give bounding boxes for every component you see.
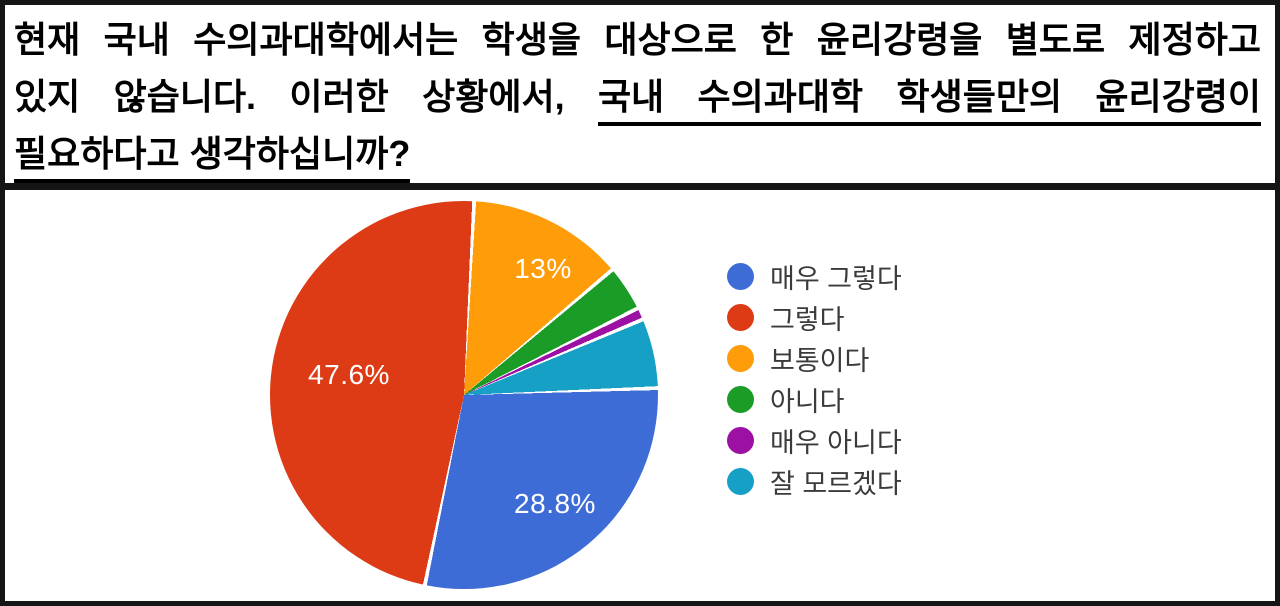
- question-line-1: 현재 국내 수의과대학에서는 학생을 대상으로 한 윤리강령을 별도로 제정하고: [14, 11, 1261, 68]
- legend-swatch-icon: [727, 263, 754, 290]
- legend-item-아니다: 아니다: [727, 379, 902, 420]
- pie-chart-panel: 47.6% 13% 28.8% 매우 그렇다 그렇다 보통이다 아니다: [5, 190, 1275, 601]
- question-text-block: 현재 국내 수의과대학에서는 학생을 대상으로 한 윤리강령을 별도로 제정하고…: [5, 5, 1275, 183]
- legend-label: 잘 모르겠다: [770, 469, 902, 499]
- question-line-2: 있지 않습니다. 이러한 상황에서, 국내 수의과대학 학생들만의 윤리강령이: [14, 68, 1262, 126]
- legend-swatch-icon: [727, 427, 754, 454]
- legend-swatch-icon: [727, 304, 754, 331]
- legend-label: 그렇다: [770, 305, 845, 335]
- question-line-1-text: 현재 국내 수의과대학에서는 학생을 대상으로 한 윤리강령을 별도로 제정하고: [14, 19, 1261, 60]
- legend-label: 아니다: [770, 387, 845, 417]
- chart-legend: 매우 그렇다 그렇다 보통이다 아니다 매우 아니다 잘 모르겠다: [727, 256, 902, 502]
- question-line-2-underlined-text: 국내 수의과대학 학생들만의 윤리강령이: [597, 76, 1262, 126]
- question-line-3-underlined-text: 필요하다고 생각하십니까?: [14, 133, 411, 183]
- legend-label: 매우 아니다: [770, 428, 902, 458]
- legend-label: 매우 그렇다: [770, 264, 902, 294]
- pie-chart: 47.6% 13% 28.8%: [270, 201, 658, 589]
- legend-swatch-icon: [727, 468, 754, 495]
- legend-swatch-icon: [727, 345, 754, 372]
- legend-item-매우아니다: 매우 아니다: [727, 420, 902, 461]
- pie-slice-label-보통이다: 13%: [514, 253, 572, 284]
- legend-item-매우그렇다: 매우 그렇다: [727, 256, 902, 297]
- legend-item-잘모르겠다: 잘 모르겠다: [727, 461, 902, 502]
- pie-slice-label-매우그렇다: 28.8%: [514, 488, 596, 519]
- question-line-2-normal-text: 있지 않습니다. 이러한 상황에서,: [14, 76, 598, 117]
- legend-swatch-icon: [727, 386, 754, 413]
- legend-item-보통이다: 보통이다: [727, 338, 902, 379]
- legend-item-그렇다: 그렇다: [727, 297, 902, 338]
- pie-slice-label-그렇다: 47.6%: [308, 359, 390, 390]
- section-divider: [0, 183, 1280, 190]
- question-line-3: 필요하다고 생각하십니까?: [14, 125, 1261, 183]
- legend-label: 보통이다: [770, 346, 870, 376]
